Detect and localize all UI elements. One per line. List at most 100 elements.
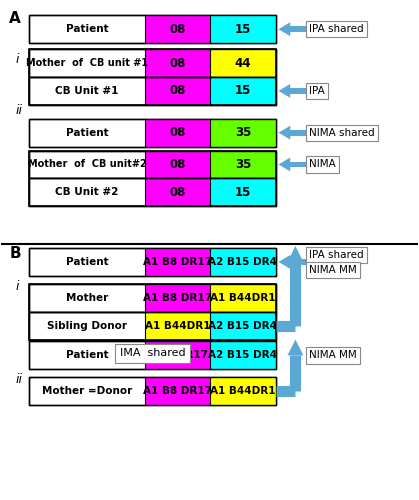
Text: i: i (16, 53, 19, 66)
Text: 35: 35 (235, 126, 251, 139)
Bar (29, 312, 276, 340)
Text: NIMA: NIMA (309, 160, 336, 170)
Bar (29, 150, 276, 178)
Bar (29, 16, 276, 43)
Text: 15: 15 (235, 22, 251, 36)
Bar (29, 150, 276, 178)
Bar (29, 49, 276, 105)
Text: A2 B15 DR4: A2 B15 DR4 (208, 320, 277, 330)
Bar (29, 118, 276, 146)
Text: A: A (9, 12, 21, 26)
Text: 08: 08 (169, 186, 186, 199)
Bar (210, 118, 276, 146)
Text: Mother  of  CB unit#2: Mother of CB unit#2 (28, 160, 147, 170)
Text: A1 B44DR1: A1 B44DR1 (210, 292, 276, 302)
Bar (290, 162, 306, 168)
Bar (29, 312, 276, 340)
Polygon shape (279, 126, 290, 140)
Bar (145, 284, 210, 312)
Text: 08: 08 (169, 158, 186, 171)
Bar (29, 77, 276, 105)
Text: A2 B15 DR4: A2 B15 DR4 (208, 257, 277, 267)
Text: i: i (16, 280, 19, 293)
Text: IMA  shared: IMA shared (119, 348, 185, 358)
Text: ii: ii (16, 374, 22, 386)
Text: ii: ii (16, 104, 22, 117)
Text: 08: 08 (169, 56, 186, 70)
Bar (210, 248, 276, 276)
Bar (29, 248, 276, 276)
Bar (210, 284, 276, 312)
Bar (29, 342, 276, 369)
Text: A2 B15 DR4: A2 B15 DR4 (208, 350, 277, 360)
Bar (29, 118, 276, 146)
Bar (290, 26, 306, 32)
Bar (29, 342, 276, 369)
Bar (145, 150, 210, 178)
Bar (29, 178, 276, 206)
Polygon shape (279, 22, 290, 36)
Bar (210, 178, 276, 206)
Bar (29, 49, 276, 77)
Text: A1 B8 DR17: A1 B8 DR17 (143, 257, 212, 267)
Bar (210, 312, 276, 340)
Bar (29, 16, 276, 43)
Text: 15: 15 (235, 84, 251, 98)
Bar (145, 378, 210, 405)
Text: Patient: Patient (66, 257, 109, 267)
Bar (29, 77, 276, 105)
Bar (29, 248, 276, 276)
Bar (210, 378, 276, 405)
Bar (210, 16, 276, 43)
Bar (145, 16, 210, 43)
Bar (29, 150, 276, 206)
Bar (29, 178, 276, 206)
Text: IPA shared: IPA shared (309, 24, 364, 34)
Bar (145, 118, 210, 146)
Text: IPA: IPA (309, 86, 325, 96)
Bar (145, 178, 210, 206)
Text: 35: 35 (235, 158, 251, 171)
Polygon shape (279, 158, 290, 172)
Text: Patient: Patient (66, 24, 109, 34)
Bar (210, 150, 276, 178)
Bar (145, 312, 210, 340)
Bar (29, 378, 276, 405)
Text: A1 B44DR1: A1 B44DR1 (145, 320, 210, 330)
Bar (145, 77, 210, 105)
Text: NIMA MM: NIMA MM (309, 350, 357, 360)
Polygon shape (287, 246, 303, 262)
Bar (29, 284, 276, 312)
Bar (145, 248, 210, 276)
Text: Patient: Patient (66, 350, 109, 360)
Text: IPA shared: IPA shared (309, 250, 364, 260)
Text: CB Unit #2: CB Unit #2 (55, 188, 119, 198)
Text: Sibling Donor: Sibling Donor (47, 320, 127, 330)
Text: A1 B8 DR17: A1 B8 DR17 (143, 386, 212, 396)
Bar (145, 49, 210, 77)
Text: Mother: Mother (66, 292, 108, 302)
Bar (29, 49, 276, 77)
Bar (29, 284, 276, 312)
Bar (210, 49, 276, 77)
Polygon shape (279, 84, 290, 98)
Polygon shape (279, 255, 290, 269)
Text: 08: 08 (169, 126, 186, 139)
Bar (290, 259, 306, 265)
Text: 15: 15 (235, 186, 251, 199)
Bar (210, 77, 276, 105)
Bar (29, 284, 276, 340)
Bar (290, 88, 306, 94)
Bar (29, 378, 276, 405)
Text: 08: 08 (169, 84, 186, 98)
Text: NIMA shared: NIMA shared (309, 128, 375, 138)
Polygon shape (287, 340, 303, 355)
Text: 1 B8 DR17: 1 B8 DR17 (147, 350, 208, 360)
Text: Mother =Donor: Mother =Donor (42, 386, 132, 396)
Text: A1 B44DR1: A1 B44DR1 (210, 386, 276, 396)
Text: 08: 08 (169, 22, 186, 36)
Bar (210, 342, 276, 369)
Text: NIMA MM: NIMA MM (309, 265, 357, 275)
Text: Patient: Patient (66, 128, 109, 138)
Text: Mother  of  CB unit #1: Mother of CB unit #1 (26, 58, 148, 68)
